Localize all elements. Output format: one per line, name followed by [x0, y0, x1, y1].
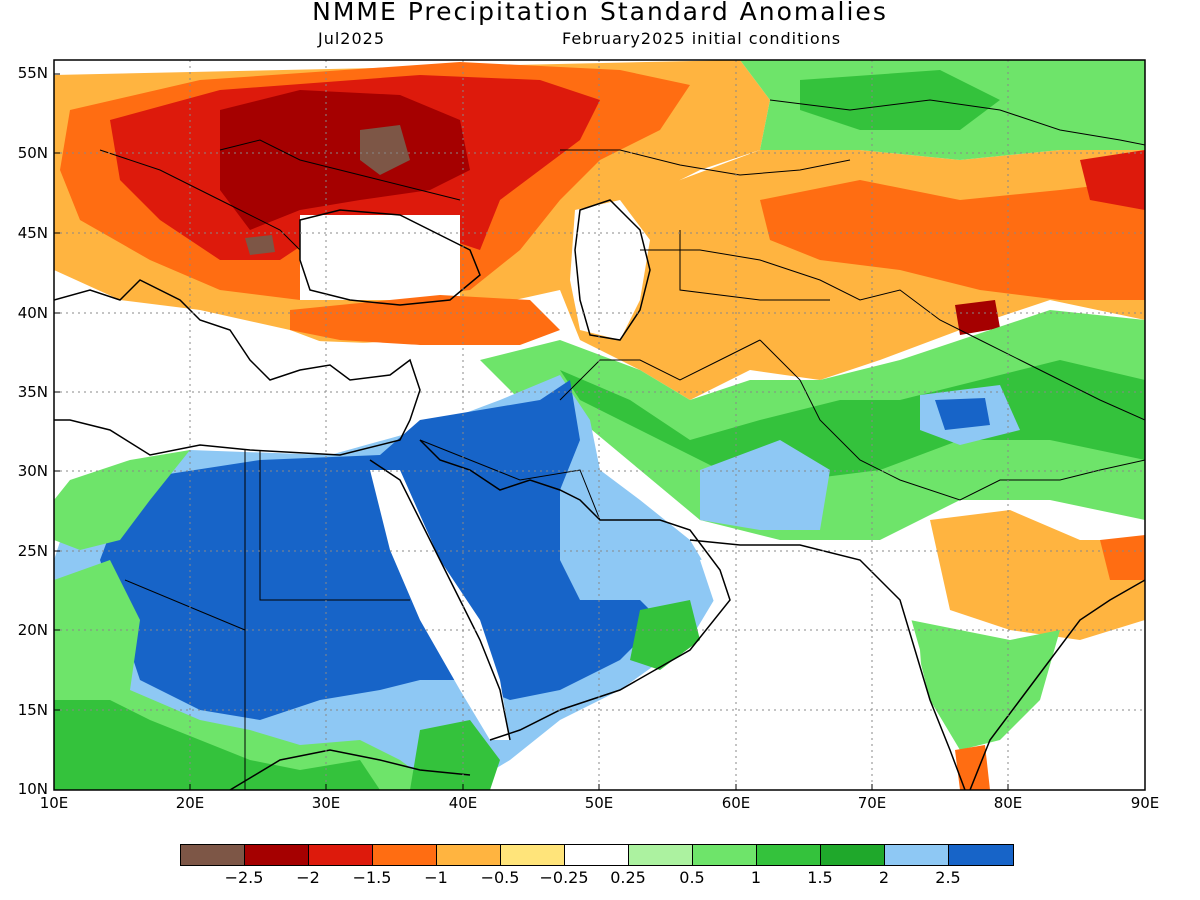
anomaly-field	[54, 60, 1145, 790]
anomaly-region-black-sea-blank	[300, 215, 460, 300]
lat-label: 40N	[17, 304, 48, 322]
legend-swatch	[245, 845, 309, 865]
valid-month-label: Jul2025	[318, 29, 386, 48]
legend-label: 0.5	[679, 868, 705, 887]
legend-label: 1	[750, 868, 762, 887]
lat-label: 15N	[17, 701, 48, 719]
anomaly-region-caspian-blank	[570, 200, 650, 340]
lon-label: 60E	[721, 794, 751, 812]
legend-swatch	[309, 845, 373, 865]
legend-label: 0.25	[610, 868, 646, 887]
anomaly-region-india-south-dry	[955, 745, 990, 790]
anomaly-region-red-sea-blank	[370, 470, 510, 740]
lon-label: 80E	[993, 794, 1023, 812]
anomaly-region-europe-severe	[220, 90, 470, 230]
legend-label: 1.5	[807, 868, 833, 887]
lat-label: 25N	[17, 542, 48, 560]
legend-swatch	[757, 845, 821, 865]
legend-swatch	[565, 845, 629, 865]
lon-label: 90E	[1130, 794, 1160, 812]
lat-label: 35N	[17, 383, 48, 401]
legend-swatch	[373, 845, 437, 865]
lat-label: 45N	[17, 224, 48, 242]
anomaly-region-sahel-wetter	[54, 700, 380, 790]
lat-label: 30N	[17, 462, 48, 480]
anomaly-region-siberia-wetter	[800, 70, 1000, 130]
anomaly-region-india-south-wet	[910, 620, 1060, 750]
legend-swatch	[693, 845, 757, 865]
map-title: NMME Precipitation Standard Anomalies	[312, 0, 888, 26]
legend-swatch	[885, 845, 949, 865]
anomaly-region-persian-gulf-light	[700, 440, 830, 530]
initial-conditions-label: February2025 initial conditions	[562, 29, 842, 48]
anomaly-region-turkey-dry	[290, 295, 560, 345]
anomaly-region-europe-extreme	[360, 125, 410, 175]
anomaly-region-kashmir-strong	[935, 398, 990, 430]
anomaly-region-ethiopia-wet	[410, 720, 500, 790]
legend-swatch	[501, 845, 565, 865]
color-legend-bar	[180, 844, 1014, 866]
lon-label: 20E	[175, 794, 205, 812]
legend-swatch	[949, 845, 1013, 865]
legend-label: −0.25	[539, 868, 589, 887]
legend-label: −1	[424, 868, 448, 887]
anomaly-region-yemen-wet	[630, 600, 700, 670]
legend-label: −0.5	[480, 868, 520, 887]
anomaly-region-balkans-extreme	[245, 235, 275, 255]
anomaly-region-oman-blank	[600, 545, 930, 790]
lon-label: 70E	[857, 794, 887, 812]
legend-label: −2	[296, 868, 320, 887]
coastlines	[54, 199, 1145, 790]
legend-label: 2.5	[935, 868, 961, 887]
legend-label: 2	[878, 868, 890, 887]
lat-label: 20N	[17, 621, 48, 639]
lat-label: 50N	[17, 144, 48, 162]
legend-swatch	[821, 845, 885, 865]
anomaly-region-tianshan-severe	[955, 300, 1000, 335]
anomaly-region-central-asia-moderate	[760, 180, 1145, 300]
legend-swatch	[437, 845, 501, 865]
country-borders	[99, 99, 1145, 790]
lon-label: 50E	[584, 794, 614, 812]
lon-label: 30E	[311, 794, 341, 812]
lat-label: 10N	[17, 780, 48, 798]
lon-label: 40E	[448, 794, 478, 812]
lon-label: 10E	[39, 794, 69, 812]
anomaly-region-africa-arabia-strong	[100, 380, 660, 720]
legend-label: −2.5	[224, 868, 264, 887]
anomaly-region-levant-blank	[54, 320, 430, 450]
gridlines	[54, 60, 1145, 790]
anomaly-region-india-moderate	[1100, 535, 1145, 580]
lat-label: 55N	[17, 64, 48, 82]
legend-swatch	[629, 845, 693, 865]
anomaly-region-libya-wet	[54, 450, 190, 550]
anomaly-region-mongolia-strong	[1080, 150, 1145, 210]
legend-label: −1.5	[352, 868, 392, 887]
anomaly-region-india-dry	[930, 510, 1145, 640]
legend-swatch	[181, 845, 245, 865]
axis-ticks	[54, 73, 1009, 790]
